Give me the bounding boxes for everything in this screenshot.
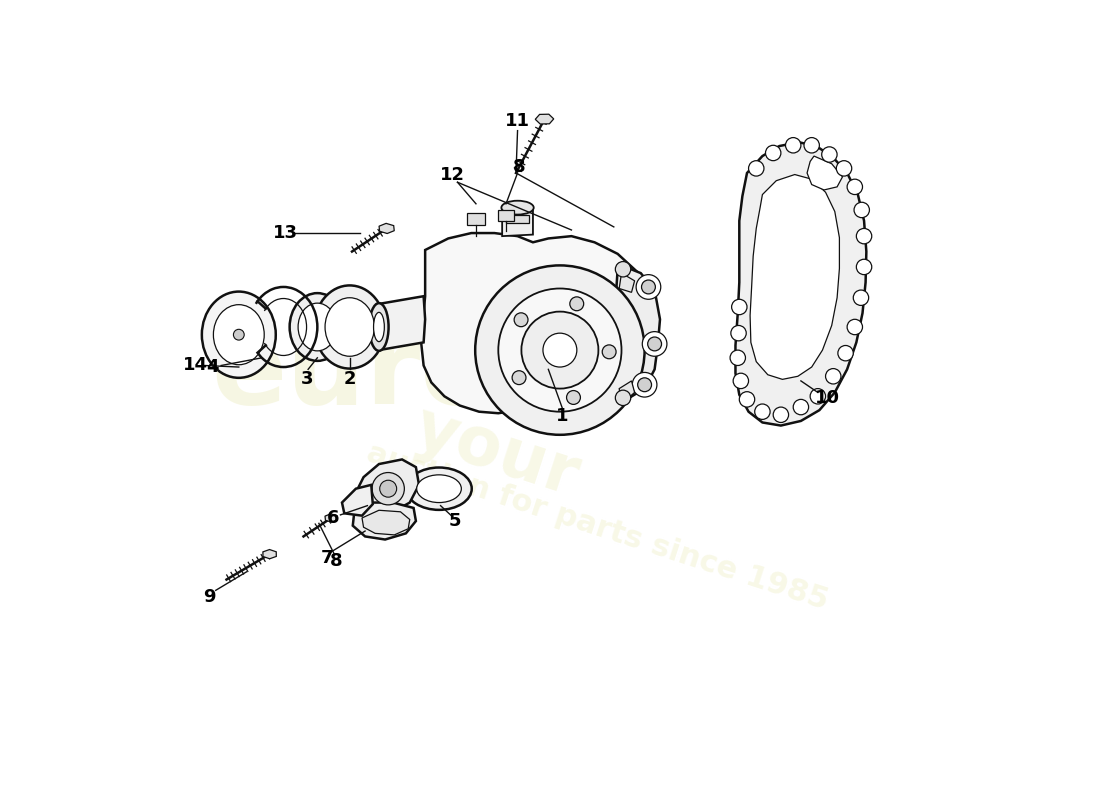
Text: your: your — [405, 396, 586, 511]
Text: 12: 12 — [440, 166, 464, 183]
Circle shape — [854, 290, 869, 306]
Circle shape — [602, 345, 616, 358]
Circle shape — [755, 404, 770, 419]
Circle shape — [638, 378, 651, 392]
Circle shape — [854, 202, 869, 218]
Circle shape — [514, 313, 528, 326]
Circle shape — [836, 161, 851, 176]
Ellipse shape — [370, 303, 388, 351]
Text: 10: 10 — [815, 389, 839, 407]
Circle shape — [615, 390, 630, 406]
Circle shape — [513, 370, 526, 385]
Polygon shape — [421, 233, 649, 414]
Text: 6: 6 — [327, 509, 339, 527]
Polygon shape — [342, 485, 373, 516]
Circle shape — [732, 299, 747, 314]
Polygon shape — [362, 510, 409, 535]
Circle shape — [641, 280, 656, 294]
Circle shape — [543, 333, 576, 367]
Polygon shape — [619, 381, 635, 404]
Polygon shape — [324, 514, 338, 522]
Ellipse shape — [298, 303, 337, 351]
Circle shape — [822, 147, 837, 162]
Circle shape — [847, 179, 862, 194]
Ellipse shape — [406, 467, 472, 510]
Polygon shape — [379, 223, 394, 234]
Polygon shape — [263, 550, 276, 558]
Polygon shape — [616, 266, 660, 398]
Ellipse shape — [213, 305, 264, 365]
Circle shape — [793, 399, 808, 414]
Circle shape — [521, 311, 598, 389]
Ellipse shape — [374, 312, 384, 342]
Circle shape — [785, 138, 801, 153]
Circle shape — [730, 350, 746, 366]
Polygon shape — [497, 210, 515, 221]
Ellipse shape — [289, 293, 345, 361]
Text: 11: 11 — [505, 112, 530, 130]
Circle shape — [773, 407, 789, 422]
Circle shape — [825, 369, 842, 384]
Ellipse shape — [202, 291, 276, 378]
Polygon shape — [736, 142, 867, 426]
Text: 3: 3 — [300, 370, 312, 388]
Circle shape — [856, 259, 872, 274]
Text: 7: 7 — [320, 549, 333, 567]
Circle shape — [372, 473, 405, 505]
Circle shape — [739, 392, 755, 407]
Circle shape — [379, 480, 397, 497]
Polygon shape — [506, 215, 529, 223]
Text: 4: 4 — [207, 358, 219, 376]
Circle shape — [475, 266, 645, 434]
Circle shape — [733, 373, 749, 389]
Text: 8: 8 — [513, 158, 526, 176]
Circle shape — [838, 346, 854, 361]
Polygon shape — [378, 296, 425, 350]
Circle shape — [856, 229, 872, 244]
Text: 13: 13 — [273, 224, 297, 242]
Polygon shape — [502, 208, 534, 236]
Circle shape — [233, 330, 244, 340]
Text: 9: 9 — [204, 587, 216, 606]
Ellipse shape — [315, 286, 385, 369]
Polygon shape — [619, 273, 635, 292]
Ellipse shape — [417, 475, 461, 502]
Circle shape — [804, 138, 820, 153]
Polygon shape — [807, 156, 843, 190]
Text: 14: 14 — [184, 357, 208, 374]
Text: 8: 8 — [330, 552, 342, 570]
Circle shape — [847, 319, 862, 334]
Circle shape — [636, 274, 661, 299]
Text: 2: 2 — [343, 370, 356, 387]
Polygon shape — [356, 459, 419, 515]
Text: eurob: eurob — [211, 320, 578, 426]
Circle shape — [615, 262, 630, 277]
Polygon shape — [536, 114, 553, 124]
Circle shape — [498, 289, 622, 412]
Polygon shape — [466, 213, 485, 226]
Ellipse shape — [502, 201, 534, 214]
Circle shape — [748, 161, 763, 176]
Circle shape — [648, 337, 661, 351]
Text: 1: 1 — [556, 406, 569, 425]
Text: 5: 5 — [448, 512, 461, 530]
Circle shape — [570, 297, 584, 310]
Polygon shape — [353, 502, 416, 539]
Polygon shape — [750, 174, 839, 379]
Circle shape — [766, 146, 781, 161]
Circle shape — [730, 326, 746, 341]
Circle shape — [642, 332, 667, 356]
Circle shape — [632, 373, 657, 397]
Circle shape — [566, 390, 581, 405]
Circle shape — [810, 389, 826, 404]
Text: auction for parts since 1985: auction for parts since 1985 — [363, 438, 832, 616]
Ellipse shape — [326, 298, 374, 356]
